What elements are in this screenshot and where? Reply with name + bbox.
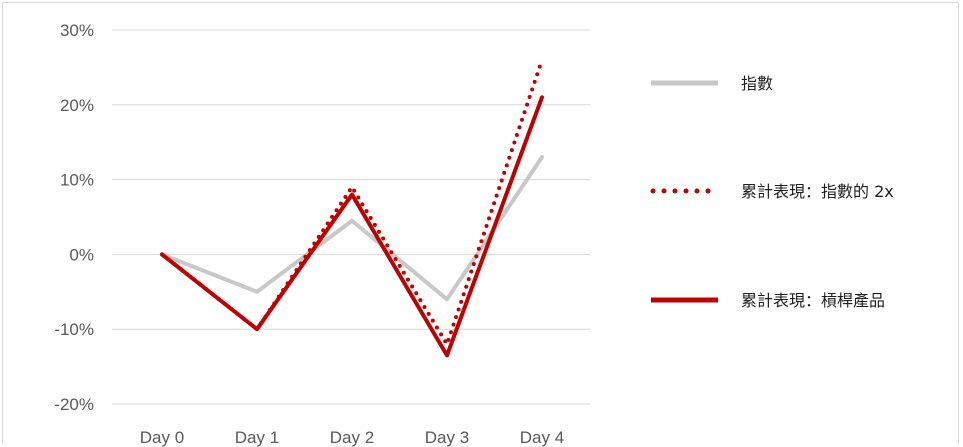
- gridlines: [112, 29, 590, 405]
- x-tick-label: Day 0: [140, 428, 184, 447]
- series-line-1: [160, 155, 544, 302]
- series-lines: [160, 57, 544, 358]
- legend-item-2: 累計表現：指數的 2x: [650, 182, 894, 201]
- x-axis-ticks: Day 0 Day 1 Day 2 Day 3 Day 4: [140, 428, 564, 447]
- y-axis-ticks: 30% 20% 10% 0% -10% -20%: [54, 21, 94, 414]
- legend-item-1: 指數: [651, 74, 773, 93]
- legend-item-3: 累計表現：槓桿產品: [651, 291, 885, 310]
- x-tick-label: Day 1: [235, 428, 279, 447]
- legend-label: 累計表現：槓桿產品: [741, 291, 885, 310]
- x-tick-label: Day 2: [330, 428, 374, 447]
- series-line-3: [160, 95, 544, 358]
- legend-label: 指數: [741, 74, 773, 93]
- y-tick-label: -10%: [54, 320, 94, 339]
- y-tick-label: 0%: [69, 245, 94, 264]
- y-tick-label: 20%: [60, 96, 94, 115]
- y-tick-label: 30%: [60, 21, 94, 40]
- x-tick-label: Day 3: [425, 428, 469, 447]
- y-tick-label: 10%: [60, 171, 94, 190]
- y-tick-label: -20%: [54, 395, 94, 414]
- x-tick-label: Day 4: [520, 428, 564, 447]
- legend-label: 累計表現：指數的 2x: [741, 182, 894, 201]
